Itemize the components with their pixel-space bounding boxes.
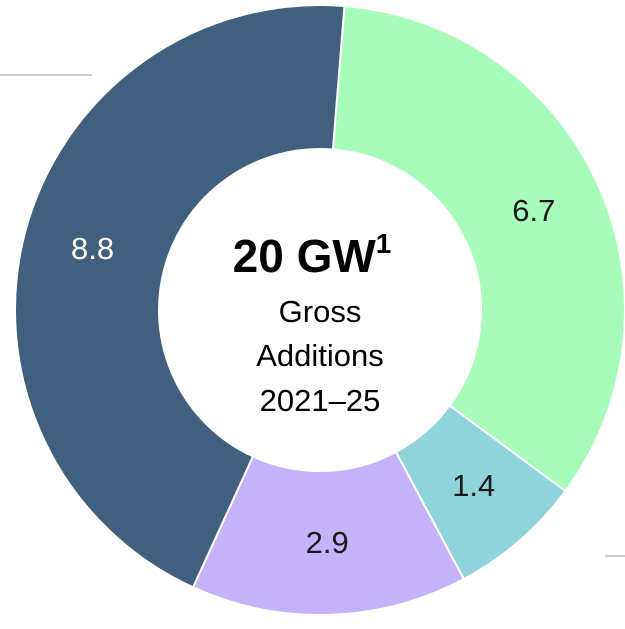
data-label: 8.8 xyxy=(71,231,114,266)
center-subtitle: Additions xyxy=(256,338,384,373)
center-hole xyxy=(160,150,480,470)
center-subtitle: Gross xyxy=(279,294,362,329)
data-label: 2.9 xyxy=(306,525,349,560)
slice xyxy=(191,450,466,616)
center-title: 20 GW1 xyxy=(233,228,392,282)
center-superscript: 1 xyxy=(376,228,392,259)
slice xyxy=(331,4,625,493)
slices: 6.7 1.4 2.9 8.8 xyxy=(14,4,625,616)
slice xyxy=(14,4,346,589)
data-label: 1.4 xyxy=(452,468,495,503)
center-title-text: 20 GW xyxy=(233,230,377,282)
center-subtitle: 2021–25 xyxy=(260,383,381,418)
data-label: 6.7 xyxy=(512,193,555,228)
